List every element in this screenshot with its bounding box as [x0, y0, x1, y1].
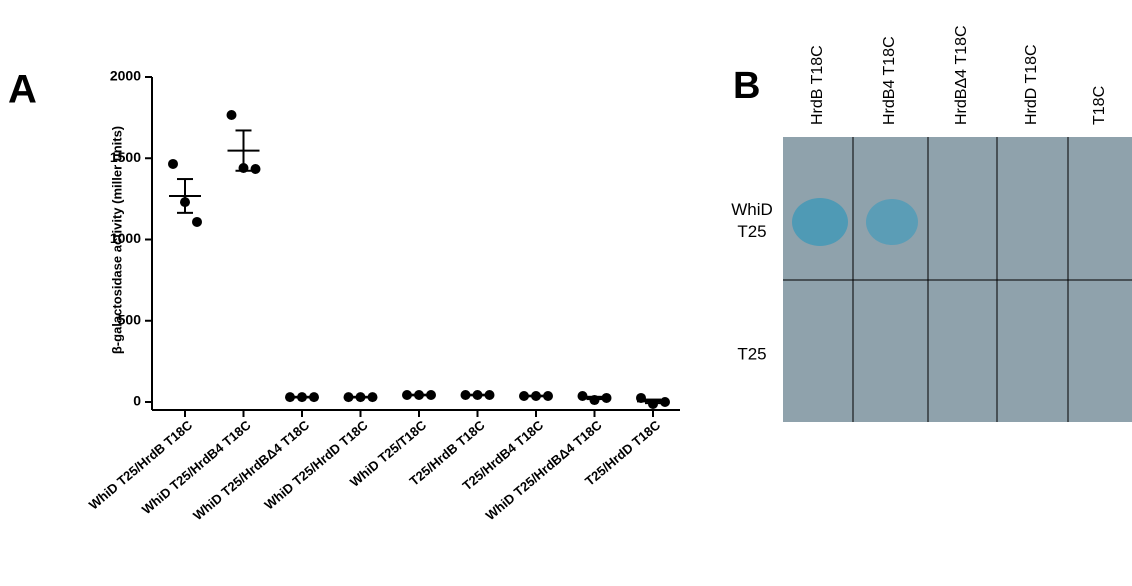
error-bar [235, 129, 252, 172]
column-label: HrdB4 T18C [881, 36, 898, 125]
x-tick-label: WhiD T25/HrdBΔ4 T18C [483, 417, 605, 523]
data-point [192, 216, 202, 227]
y-tick-label: 1000 [110, 230, 141, 246]
row-label: T25 [737, 344, 766, 363]
error-bar [586, 395, 603, 401]
data-point [168, 158, 178, 169]
error-bar [352, 395, 369, 399]
x-tick-label: WhiD T25/HrdB4 T18C [139, 417, 254, 517]
column-label: T18C [1091, 86, 1108, 125]
data-point [577, 390, 588, 401]
colony-spot [866, 199, 918, 245]
column-label: HrdB T18C [809, 45, 826, 125]
y-tick-label: 500 [118, 311, 142, 327]
error-bar [294, 395, 310, 399]
data-point [250, 163, 261, 174]
error-bar [411, 393, 427, 397]
error-bar [469, 393, 486, 397]
x-tick-label: WhiD T25/HrdD T18C [261, 417, 371, 512]
y-tick-label: 1500 [110, 149, 141, 165]
x-tick-label: WhiD T25/HrdB T18C [86, 417, 196, 512]
colony-spot [792, 198, 848, 246]
panel-label: B [733, 65, 760, 107]
column-label: HrdD T18C [1023, 44, 1040, 125]
error-bar [645, 398, 661, 405]
column-label: HrdBΔ4 T18C [953, 25, 970, 125]
error-bar [528, 394, 544, 398]
y-axis-label: β-galactosidase activity (miller units) [109, 126, 124, 354]
row-label: WhiD T25 [731, 200, 773, 241]
error-bar [177, 178, 193, 214]
x-tick-label: WhiD T25/HrdBΔ4 T18C [190, 417, 312, 523]
plate [783, 137, 1132, 422]
y-tick-label: 0 [133, 393, 141, 409]
data-point [226, 110, 237, 121]
y-tick-label: 2000 [110, 68, 141, 84]
panel-label: A [8, 68, 37, 112]
